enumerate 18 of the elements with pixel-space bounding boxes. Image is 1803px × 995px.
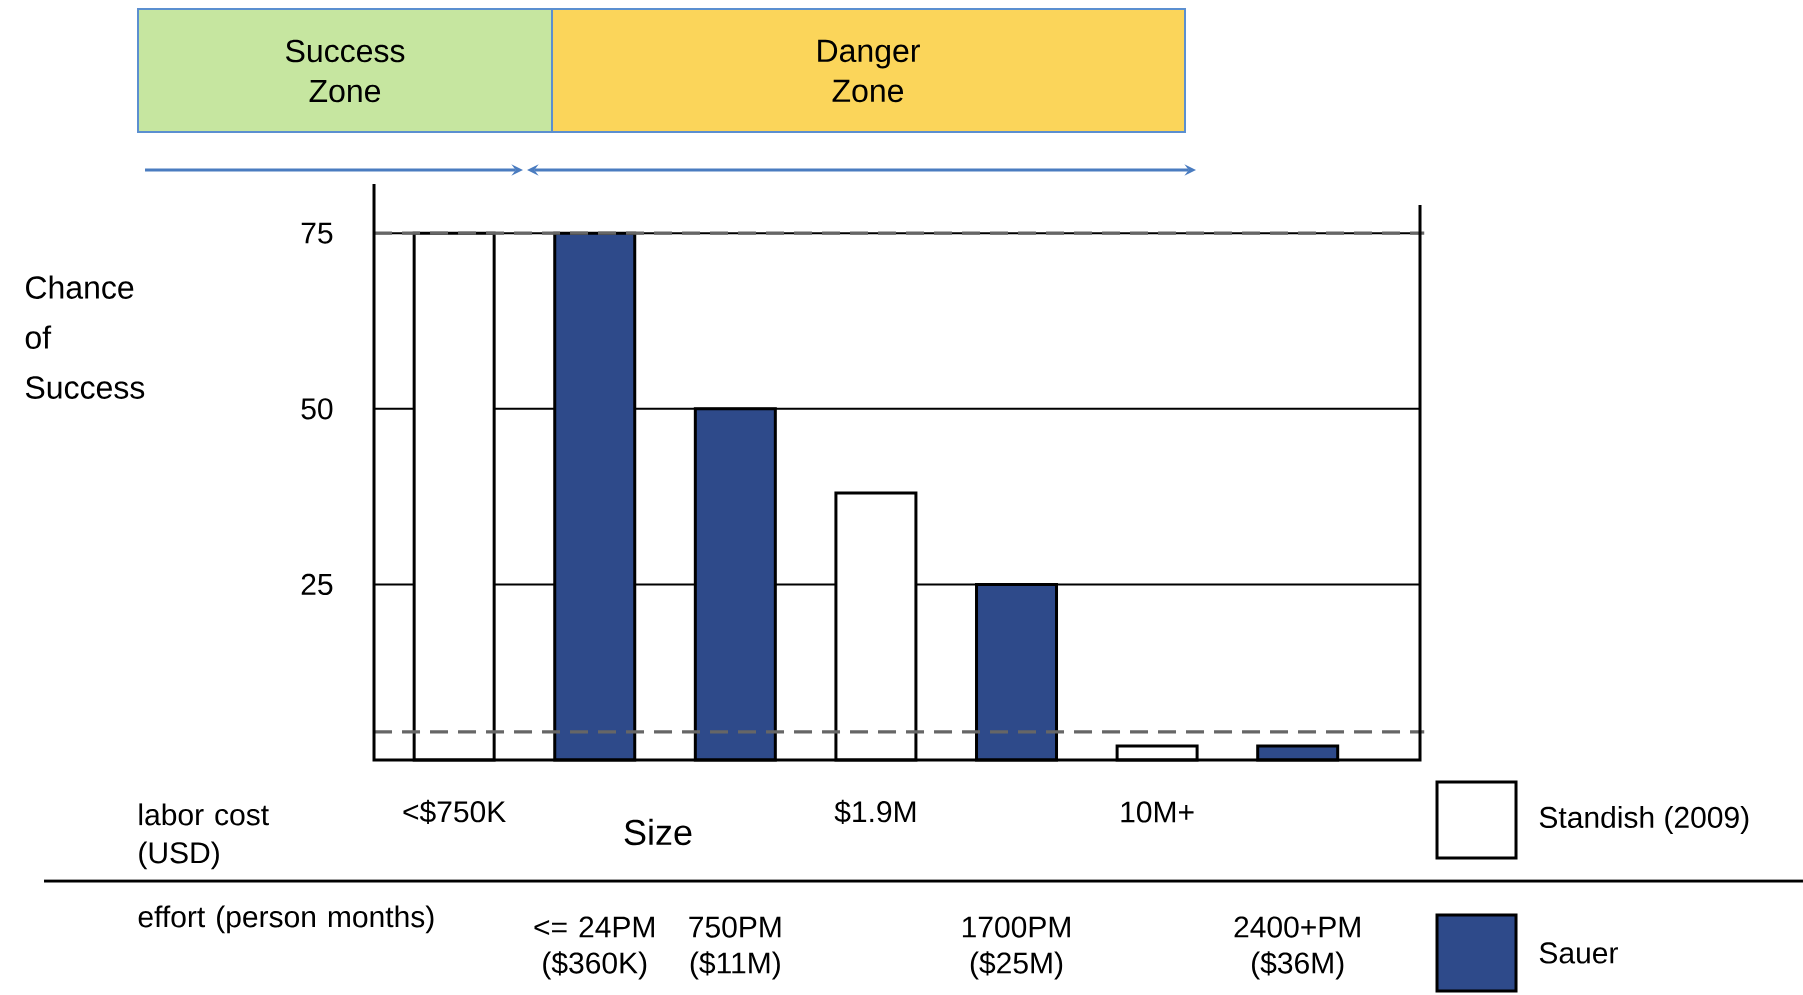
x-tick-label: 1700PM ($25M): [962, 916, 1070, 980]
x-tick-label: 10M+: [1121, 801, 1194, 823]
x-tick-label: <$750K: [403, 799, 506, 825]
text: Success Zone: [285, 39, 405, 103]
y-tick-label: 25: [301, 573, 333, 595]
text: Sauer: [1539, 942, 1618, 964]
x-tick-label: 2400+PM ($36M): [1234, 916, 1360, 980]
text: effort (person months): [138, 905, 434, 934]
x-tick-label: <= 24PM ($360K): [534, 916, 654, 980]
y-tick-label: 75: [301, 222, 333, 244]
y-tick-label: 50: [301, 398, 333, 420]
x-tick-label: $1.9M: [834, 799, 916, 825]
text: Danger Zone: [818, 39, 920, 103]
x-axis-title: Size: [624, 818, 692, 846]
text: Chance of Success: [25, 275, 145, 399]
x-tick-label: 750PM ($11M): [689, 916, 781, 980]
text: Standish (2009): [1539, 806, 1749, 834]
text: labor cost (USD): [139, 803, 269, 870]
